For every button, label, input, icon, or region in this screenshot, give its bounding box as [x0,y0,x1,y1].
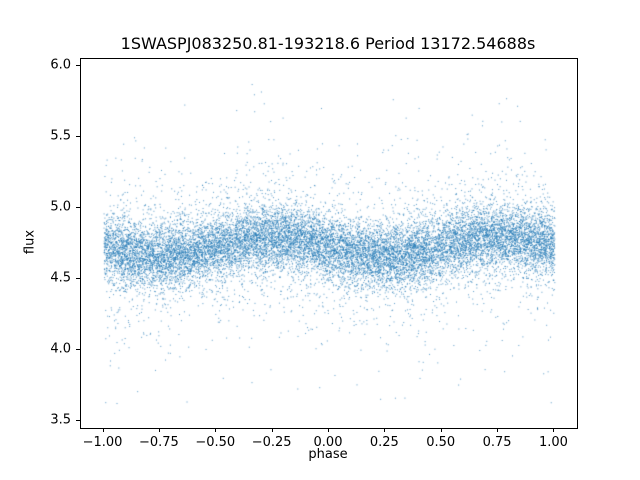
y-axis-label: flux [22,229,38,255]
y-tick-mark [76,419,80,421]
x-tick-mark [440,428,442,432]
x-tick-mark [102,428,104,432]
x-tick-label: 0.25 [369,435,399,450]
y-tick-label: 5.5 [50,128,71,144]
y-tick-mark [76,348,80,350]
y-tick-label: 3.5 [50,412,71,428]
x-tick-label: 0.50 [426,435,456,450]
y-tick-label: 4.0 [50,341,71,357]
x-tick-label: −0.75 [138,435,179,450]
scatter-points [81,59,577,428]
x-tick-mark [497,428,499,432]
x-tick-label: 1.00 [538,435,568,450]
x-tick-label: −0.50 [195,435,236,450]
x-tick-label: −1.00 [82,435,123,450]
x-tick-mark [158,428,160,432]
x-axis-label: phase [308,447,348,462]
x-tick-mark [271,428,273,432]
y-tick-label: 5.0 [50,199,71,215]
y-tick-mark [76,136,80,138]
x-tick-label: 0.75 [482,435,512,450]
plot-area [80,58,578,429]
y-tick-mark [76,277,80,279]
x-tick-mark [384,428,386,432]
y-tick-label: 6.0 [50,57,71,73]
y-tick-mark [76,207,80,209]
x-tick-mark [553,428,555,432]
x-tick-label: −0.25 [251,435,292,450]
x-tick-label: 0.00 [313,435,343,450]
x-tick-mark [328,428,329,432]
y-tick-label: 4.5 [50,270,71,286]
x-tick-mark [215,428,217,432]
y-tick-mark [76,65,80,67]
chart-title: 1SWASPJ083250.81-193218.6 Period 13172.5… [120,34,536,53]
